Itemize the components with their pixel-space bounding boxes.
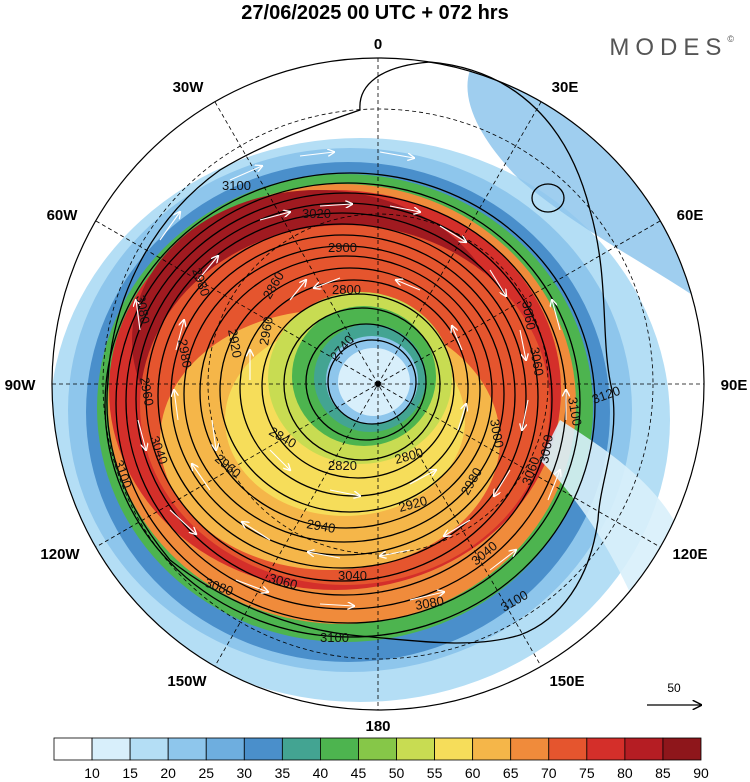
- colorbar-tick-label: 55: [427, 765, 443, 781]
- colorbar-tick-label: 90: [693, 765, 709, 781]
- lon-label-30e: 30E: [552, 79, 579, 96]
- colorbar-tick-label: 15: [122, 765, 138, 781]
- colorbar-tick-label: 65: [503, 765, 519, 781]
- colorbar-swatch: [243, 737, 283, 761]
- colorbar-tick-label: 80: [617, 765, 633, 781]
- colorbar-swatch: [205, 737, 245, 761]
- logo-mark: ©: [727, 34, 734, 44]
- colorbar-swatch: [510, 737, 550, 761]
- contour-label: 3020: [302, 206, 331, 221]
- contour-label: 3080: [133, 294, 153, 325]
- colorbar-swatch: [167, 737, 207, 761]
- colorbar-tick-label: 70: [541, 765, 557, 781]
- reference-vector-label: 50: [667, 681, 681, 695]
- contour-label: 2920: [397, 493, 429, 515]
- lon-label-60w: 60W: [47, 207, 79, 224]
- contour-label: 3040: [338, 568, 367, 583]
- colorbar-tick-label: 50: [389, 765, 405, 781]
- colorbar: 10 15 20 25 30 35 40 45 50 55 60 65 70 75 80 85 90: [53, 737, 709, 781]
- contour-label: 2960: [256, 315, 276, 346]
- colorbar-swatch: [624, 737, 664, 761]
- colorbar-tick-label: 30: [237, 765, 253, 781]
- contour-label: 3000: [487, 418, 507, 449]
- colorbar-swatch: [129, 737, 169, 761]
- contour-label: 2980: [175, 338, 195, 369]
- colorbar-swatch: [434, 737, 474, 761]
- colorbar-tick-label: 75: [579, 765, 595, 781]
- contour-label: 3080: [414, 593, 445, 613]
- colorbar-swatch: [586, 737, 626, 761]
- colorbar-swatch: [91, 737, 131, 761]
- map-border: [51, 57, 705, 711]
- colorbar-tick-label: 10: [84, 765, 100, 781]
- lon-label-120e: 120E: [672, 546, 707, 563]
- contour-label: 3100: [222, 178, 251, 193]
- colorbar-swatch: [662, 737, 702, 761]
- contour-label: 3060: [527, 346, 547, 377]
- colorbar-tick-label: 85: [655, 765, 671, 781]
- lon-label-180: 180: [365, 718, 390, 735]
- contour-label: 3060: [267, 570, 299, 592]
- logo-text: MODES: [609, 34, 728, 61]
- modes-logo: MODES©: [609, 34, 734, 62]
- colorbar-swatch: [548, 737, 588, 761]
- colorbar-tick-label: 60: [465, 765, 481, 781]
- lon-label-90w: 90W: [5, 377, 37, 394]
- contour-label: 2940: [305, 516, 336, 536]
- colorbar-swatch: [472, 737, 512, 761]
- colorbar-swatch: [281, 737, 321, 761]
- wind-vectors: [136, 152, 566, 606]
- lon-label-150e: 150E: [549, 673, 584, 690]
- colorbar-swatch: [320, 737, 359, 761]
- lon-label-90e: 90E: [721, 377, 748, 394]
- colorbar-swatch: [53, 737, 93, 761]
- colorbar-tick-label: 25: [198, 765, 214, 781]
- colorbar-swatch: [358, 737, 397, 761]
- colorbar-swatch: [396, 737, 435, 761]
- contour-label: 3100: [565, 396, 585, 427]
- contour-label: 3060: [519, 300, 539, 331]
- colorbar-tick-label: 40: [313, 765, 329, 781]
- reference-vector: 50: [647, 681, 701, 705]
- lon-label-30w: 30W: [173, 79, 205, 96]
- lon-label-150w: 150W: [167, 673, 207, 690]
- lon-label-120w: 120W: [40, 546, 80, 563]
- contour-label: 2820: [328, 458, 357, 473]
- pole-marker: [375, 381, 381, 387]
- contour-label: 2800: [332, 282, 361, 297]
- longitude-labels: 0 30E 60E 90E 120E 150E 180 150W 120W 90…: [5, 36, 748, 735]
- contour-label: 2920: [225, 328, 245, 359]
- contour-label: 2900: [328, 240, 357, 255]
- contour-label: 2960: [137, 376, 157, 407]
- map-title: 27/06/2025 00 UTC + 072 hrs: [241, 2, 509, 24]
- lon-label-60e: 60E: [677, 207, 704, 224]
- colorbar-tick-label: 20: [160, 765, 176, 781]
- colorbar-tick-label: 35: [275, 765, 291, 781]
- colorbar-tick-label: 45: [351, 765, 367, 781]
- contour-label: 3060: [536, 433, 556, 464]
- contour-label: 2800: [393, 445, 425, 467]
- lon-label-0: 0: [374, 36, 382, 53]
- contour-label: 3100: [320, 630, 349, 645]
